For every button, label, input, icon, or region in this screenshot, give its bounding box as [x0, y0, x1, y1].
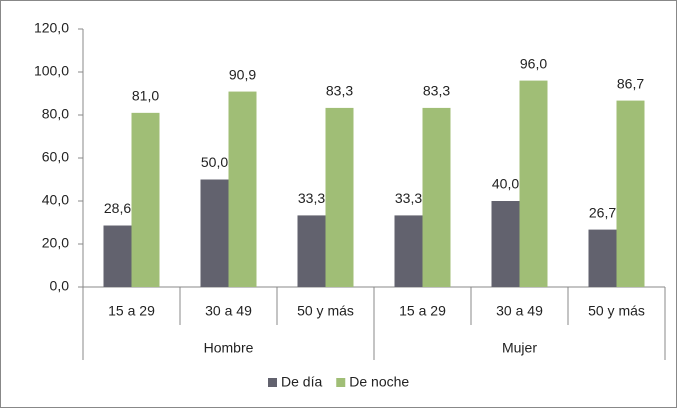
legend-label: De noche: [349, 374, 409, 390]
y-tick-label: 80,0: [42, 106, 69, 122]
y-tick-label: 0,0: [50, 278, 70, 294]
bar: [325, 107, 354, 287]
value-label: 26,7: [589, 204, 616, 220]
x-tick-label: 30 a 49: [496, 303, 543, 319]
group-label: Mujer: [502, 340, 537, 356]
value-label: 96,0: [520, 55, 547, 71]
bar: [616, 100, 645, 287]
legend-swatch: [268, 378, 277, 387]
value-label: 28,6: [104, 200, 131, 216]
group-label: Hombre: [204, 340, 254, 356]
value-label: 40,0: [492, 176, 519, 192]
bar: [394, 215, 423, 287]
value-label: 50,0: [201, 154, 228, 170]
x-tick-label: 50 y más: [297, 303, 354, 319]
bar: [297, 215, 326, 287]
value-label: 83,3: [423, 83, 450, 99]
y-tick-label: 100,0: [34, 63, 69, 79]
value-label: 83,3: [326, 83, 353, 99]
x-tick-label: 50 y más: [588, 303, 645, 319]
value-label: 33,3: [395, 190, 422, 206]
bar: [422, 107, 451, 287]
bar: [103, 225, 132, 287]
value-label: 33,3: [298, 190, 325, 206]
bar: [228, 91, 257, 287]
bar: [131, 112, 160, 287]
bar: [200, 179, 229, 287]
bar: [519, 80, 548, 287]
bar: [588, 229, 617, 287]
x-tick-label: 30 a 49: [205, 303, 252, 319]
x-tick-label: 15 a 29: [399, 303, 446, 319]
y-tick-label: 120,0: [34, 20, 69, 36]
y-tick-label: 20,0: [42, 235, 69, 251]
y-tick-label: 40,0: [42, 192, 69, 208]
value-label: 81,0: [132, 88, 159, 104]
legend-swatch: [336, 378, 346, 387]
value-label: 90,9: [229, 66, 256, 82]
bar: [491, 201, 520, 287]
value-label: 86,7: [617, 75, 644, 91]
legend-label: De día: [281, 374, 322, 390]
y-tick-label: 60,0: [42, 149, 69, 165]
x-tick-label: 15 a 29: [108, 303, 155, 319]
